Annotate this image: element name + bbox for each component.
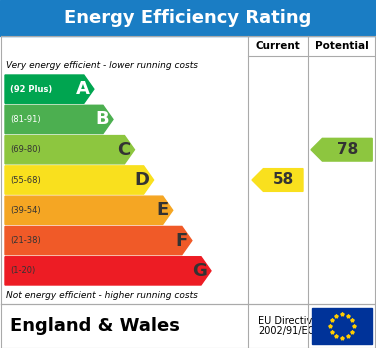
Text: A: A <box>76 80 90 98</box>
Text: (81-91): (81-91) <box>10 115 41 124</box>
Polygon shape <box>5 166 154 194</box>
Text: Current: Current <box>256 41 300 51</box>
Text: G: G <box>192 262 207 280</box>
Polygon shape <box>252 169 303 191</box>
Polygon shape <box>5 105 113 134</box>
Text: Energy Efficiency Rating: Energy Efficiency Rating <box>64 9 312 27</box>
Text: EU Directive: EU Directive <box>258 316 318 326</box>
Text: 2002/91/EC: 2002/91/EC <box>258 326 314 336</box>
Text: (92 Plus): (92 Plus) <box>10 85 52 94</box>
Text: (39-54): (39-54) <box>10 206 41 215</box>
Polygon shape <box>5 75 94 103</box>
Text: B: B <box>96 110 109 128</box>
Text: (1-20): (1-20) <box>10 266 35 275</box>
Text: England & Wales: England & Wales <box>10 317 180 335</box>
Text: Very energy efficient - lower running costs: Very energy efficient - lower running co… <box>6 61 198 70</box>
Polygon shape <box>5 227 192 255</box>
Text: (55-68): (55-68) <box>10 175 41 184</box>
Text: D: D <box>135 171 150 189</box>
Bar <box>312 308 372 344</box>
Text: Potential: Potential <box>315 41 369 51</box>
Text: Not energy efficient - higher running costs: Not energy efficient - higher running co… <box>6 291 198 300</box>
Text: (69-80): (69-80) <box>10 145 41 154</box>
Polygon shape <box>5 136 135 164</box>
Text: F: F <box>176 231 188 250</box>
Text: 78: 78 <box>337 142 358 157</box>
Bar <box>0 0 376 36</box>
Polygon shape <box>311 139 372 161</box>
Text: C: C <box>117 141 130 159</box>
Text: 58: 58 <box>273 173 294 188</box>
Text: (21-38): (21-38) <box>10 236 41 245</box>
Polygon shape <box>5 196 173 224</box>
Polygon shape <box>5 257 211 285</box>
Text: E: E <box>156 201 169 219</box>
